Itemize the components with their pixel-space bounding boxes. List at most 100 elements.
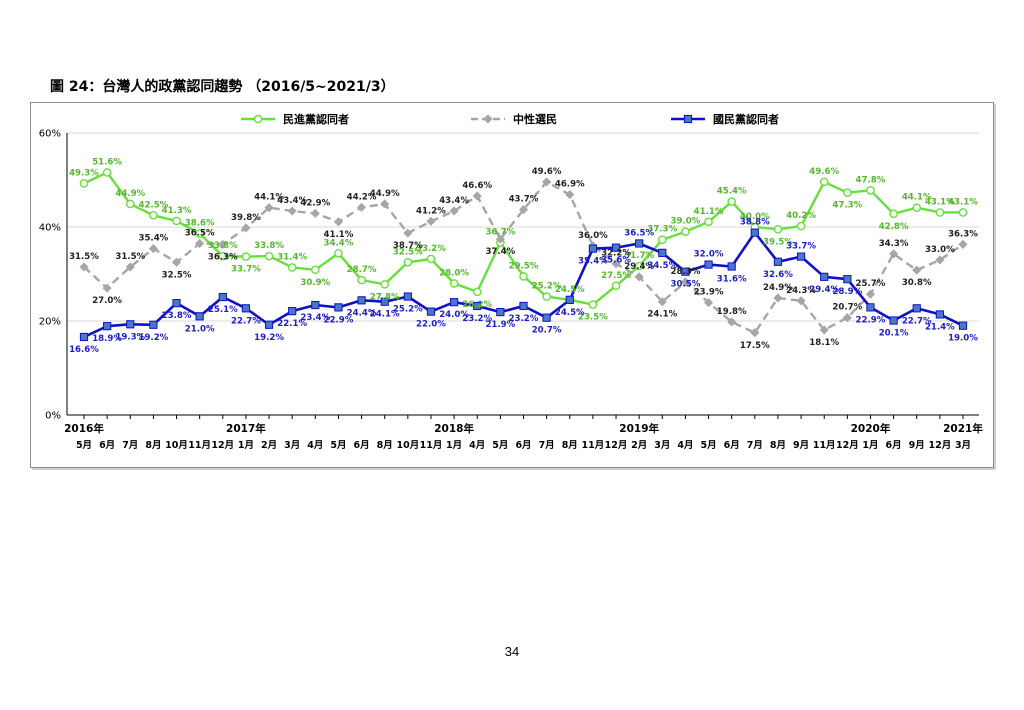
data-label: 42.8% <box>879 222 909 232</box>
data-label: 44.9% <box>115 189 145 199</box>
x-year-label: 2021年 <box>943 422 983 435</box>
data-label: 24.4% <box>347 308 377 318</box>
data-label: 20.1% <box>879 329 909 339</box>
data-point <box>333 217 344 227</box>
data-label: 18.9% <box>92 334 122 344</box>
data-point <box>680 277 690 287</box>
data-label: 26.2% <box>462 300 492 310</box>
data-label: 23.2% <box>509 314 539 324</box>
data-label: 30.8% <box>902 278 932 288</box>
data-label: 44.1% <box>254 193 284 203</box>
data-label: 19.8% <box>717 307 747 317</box>
data-label: 23.5% <box>578 313 608 323</box>
x-tick-label: 11月 <box>813 440 836 451</box>
data-point <box>403 292 412 301</box>
data-label: 24.5% <box>555 285 585 295</box>
data-label: 33.7% <box>786 242 816 252</box>
data-point <box>426 216 436 226</box>
data-point <box>357 275 366 285</box>
data-label: 44.2% <box>347 192 377 202</box>
data-point <box>357 202 367 212</box>
data-label: 31.7% <box>624 251 654 261</box>
x-tick-label: 6月 <box>515 440 531 451</box>
data-point <box>473 301 482 311</box>
data-point <box>912 265 922 275</box>
data-point <box>773 257 783 266</box>
data-point <box>472 191 482 201</box>
data-label: 23.9% <box>694 288 724 298</box>
data-point <box>518 205 529 215</box>
data-label: 49.3% <box>69 168 99 178</box>
data-point <box>866 303 875 312</box>
data-label: 42.5% <box>138 200 168 210</box>
data-point <box>472 287 482 297</box>
data-point <box>172 216 181 226</box>
data-point <box>542 313 551 322</box>
data-label: 47.8% <box>856 175 886 185</box>
data-point <box>171 257 182 267</box>
data-point <box>542 177 552 187</box>
data-point <box>912 304 921 313</box>
data-label: 22.0% <box>416 320 446 330</box>
data-point <box>750 228 759 237</box>
x-tick-label: 10月 <box>396 440 419 451</box>
data-point <box>889 209 898 219</box>
data-point <box>843 275 852 284</box>
x-tick-label: 7月 <box>539 440 555 451</box>
data-point <box>657 297 667 307</box>
data-point <box>519 272 528 281</box>
data-label: 28.7% <box>347 265 377 275</box>
data-label: 40.0% <box>740 212 770 222</box>
data-label: 34.4% <box>324 238 354 248</box>
x-tick-label: 3月 <box>955 440 971 451</box>
x-year-label: 2020年 <box>851 422 891 435</box>
x-year-label: 2016年 <box>64 422 104 435</box>
data-label: 35.4% <box>578 257 608 267</box>
data-label: 24.1% <box>370 310 400 320</box>
data-point <box>253 114 263 124</box>
data-point <box>889 249 899 259</box>
data-point <box>635 239 644 248</box>
data-point <box>657 235 667 244</box>
data-label: 35.6% <box>601 256 631 266</box>
data-label: 31.5% <box>69 252 99 262</box>
x-year-label: 2018年 <box>434 422 474 435</box>
data-label: 31.6% <box>717 274 747 284</box>
data-label: 24.0% <box>439 310 469 320</box>
chart-frame: 0% 20% 40% 60% 5月 6月 7月 8月 10月 11月 12月 1月 2月 3月 4月 5月 6月… <box>30 102 994 468</box>
x-tick-label: 1月 <box>238 440 254 451</box>
data-label: 24.1% <box>647 310 677 320</box>
x-year-label: 2017年 <box>226 422 266 435</box>
data-label: 35.4% <box>138 234 168 244</box>
data-point <box>935 208 945 217</box>
data-label: 22.1% <box>277 319 307 329</box>
data-point <box>842 313 852 323</box>
data-point <box>357 296 366 305</box>
data-point <box>820 272 829 281</box>
data-label: 33.8% <box>254 241 284 251</box>
x-tick-label: 8月 <box>562 440 578 451</box>
x-tick-label: 2月 <box>631 440 647 451</box>
data-point <box>681 267 690 276</box>
data-point <box>218 239 228 249</box>
data-point <box>611 281 621 291</box>
data-label: 22.7% <box>231 316 261 326</box>
data-label: 28.9% <box>832 287 862 297</box>
data-point <box>935 310 944 319</box>
x-tick-label: 7月 <box>747 440 763 451</box>
data-point <box>380 199 390 209</box>
data-point <box>241 252 251 261</box>
data-point <box>866 186 875 195</box>
data-label: 39.8% <box>231 213 261 223</box>
data-point <box>195 312 204 321</box>
data-point <box>634 261 644 271</box>
data-label: 31.4% <box>277 252 307 262</box>
x-tick-label: 4月 <box>307 440 323 451</box>
data-label: 36.0% <box>578 231 608 241</box>
data-label: 22.7% <box>902 316 932 326</box>
data-label: 39.5% <box>763 237 793 247</box>
data-point <box>634 272 644 282</box>
data-label: 20.7% <box>832 303 862 313</box>
x-tick-label: 12月 <box>211 440 234 451</box>
data-label: 16.6% <box>69 345 99 355</box>
